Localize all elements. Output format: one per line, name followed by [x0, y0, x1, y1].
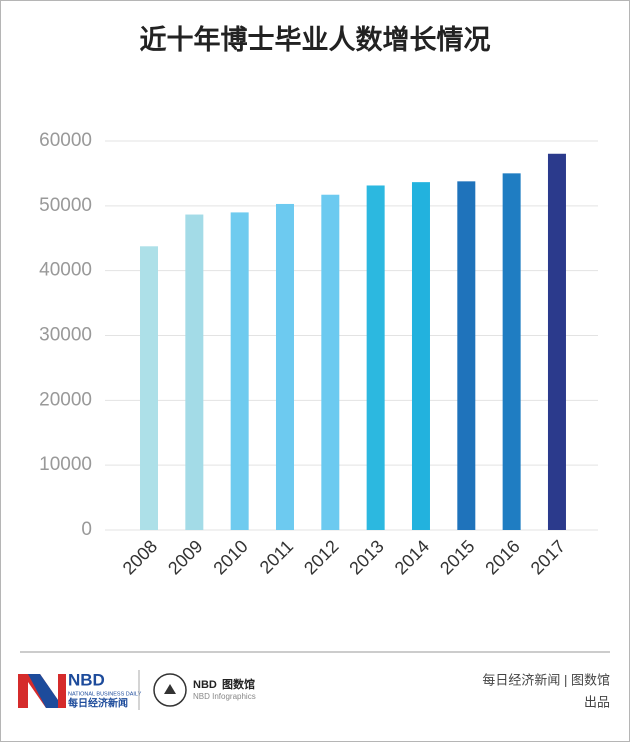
- bar: [140, 246, 158, 530]
- y-tick-label: 10000: [39, 454, 92, 475]
- logo-mark-b: [28, 674, 58, 708]
- bar: [547, 153, 566, 530]
- logo-text: NBD: [68, 670, 105, 689]
- y-tick-label: 20000: [39, 389, 92, 410]
- bar: [185, 214, 204, 530]
- y-tick-label: 60000: [39, 130, 92, 151]
- footer-brand: NBD 图数馆 NBD Infographics: [153, 673, 256, 707]
- bar: [230, 212, 249, 531]
- logo-cn: 每日经济新闻: [68, 697, 128, 710]
- bar: [366, 185, 385, 530]
- brand-icon-inner: [164, 684, 176, 694]
- bar: [275, 203, 294, 530]
- credit: 每日经济新闻 | 图数馆: [482, 672, 610, 687]
- y-tick-label: 50000: [39, 195, 92, 216]
- credit-2: 出品: [584, 694, 610, 709]
- y-tick-label: 30000: [39, 325, 92, 346]
- brand-text: NBD: [193, 679, 217, 691]
- chart-title: 近十年博士毕业人数增长情况: [140, 24, 491, 55]
- bar: [321, 194, 340, 530]
- y-tick-label: 40000: [39, 260, 92, 281]
- brand-sub: NBD Infographics: [193, 692, 256, 701]
- bar: [457, 181, 476, 530]
- y-tick-label: 0: [81, 519, 92, 540]
- bar: [502, 173, 521, 531]
- logo-sub: NATIONAL BUSINESS DAILY: [68, 691, 142, 697]
- bar: [411, 182, 430, 530]
- footer-logo: NBD NATIONAL BUSINESS DAILY 每日经济新闻: [18, 670, 142, 710]
- brand-cn: 图数馆: [222, 677, 255, 691]
- brand-icon: [153, 673, 187, 707]
